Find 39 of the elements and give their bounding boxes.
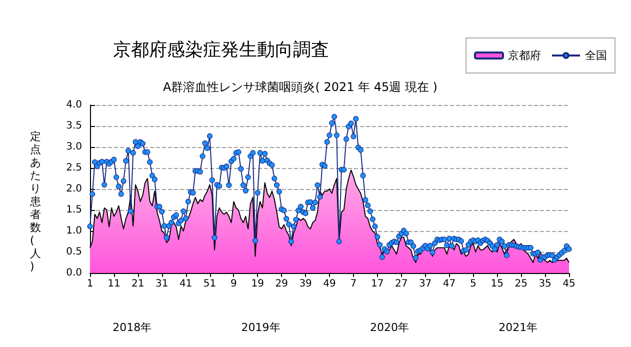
x-tick-label: 19 [251,278,264,290]
x-tick-label: 1 [86,278,94,290]
x-tick-label: 5 [470,278,476,290]
x-tick-label: 37 [418,278,432,290]
x-tick-label: 27 [394,278,408,290]
x-tick-label: 35 [538,278,552,290]
x-tick-label: 31 [155,278,168,290]
x-tick-label: 11 [108,278,120,290]
y-tick-label: 4.0 [66,100,82,110]
y-tick-label: 2.0 [66,184,82,194]
x-tick-label: 47 [442,278,456,290]
y-tick-label: 3.0 [66,142,82,152]
x-tick-label: 7 [350,278,357,290]
y-tick-label: 0.5 [66,246,82,258]
legend-label: 京都府 [508,49,541,62]
x-tick-label: 39 [299,278,312,290]
x-tick-label: 25 [514,278,528,290]
text: 2021年 [498,321,538,334]
text: 2019年 [241,321,280,334]
text: 定点あたり患者数(人) [30,130,41,273]
y-tick-label: 3.5 [66,120,82,132]
y-tick-label: 1.0 [66,226,82,236]
y-tick-label: 1.5 [66,204,82,216]
text: 2018年 [112,321,152,334]
x-tick-label: 29 [275,278,288,290]
x-tick-label: 15 [490,278,504,290]
x-tick-label: 51 [203,278,216,290]
y-tick-label: 2.5 [66,162,82,174]
y-tick-label: 0.0 [66,268,82,278]
x-tick-label: 45 [562,278,576,290]
text: 2020年 [370,321,409,334]
legend-label: 全国 [585,49,607,62]
x-tick-label: 41 [179,278,192,290]
x-tick-label: 9 [230,278,237,290]
x-tick-label: 17 [371,278,384,290]
chart-title: 京都府感染症発生動向調査 [113,40,329,60]
chart-subtitle: A群溶血性レンサ球菌咽頭炎( 2021 年 45週 現在 ) [163,80,438,94]
x-tick-label: 49 [323,278,336,290]
x-tick-label: 21 [132,278,144,290]
